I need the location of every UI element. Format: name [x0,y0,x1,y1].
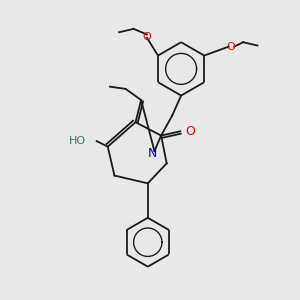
Text: O: O [186,124,195,138]
Text: O: O [226,42,235,52]
Text: HO: HO [68,136,86,146]
Text: N: N [148,147,157,160]
Text: O: O [142,32,151,42]
